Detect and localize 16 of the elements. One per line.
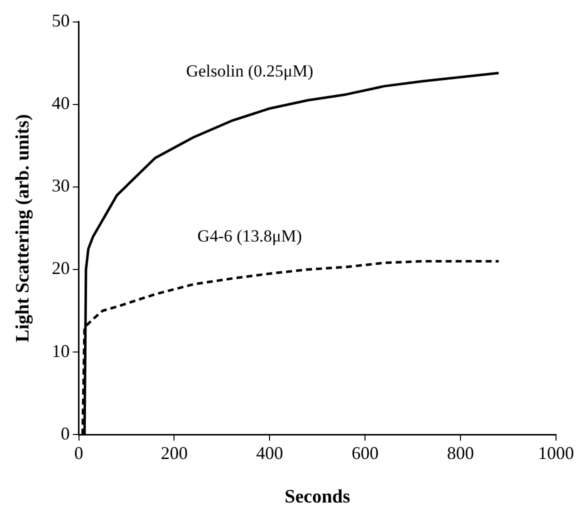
series-label: G4-6 (13.8μM) — [197, 226, 302, 246]
x-tick-label: 0 — [74, 443, 84, 464]
x-tick-label: 600 — [352, 443, 379, 464]
x-tick-label: 800 — [447, 443, 474, 464]
x-tick-label: 400 — [256, 443, 284, 464]
series-label: Gelsolin (0.25μM) — [186, 61, 314, 80]
y-tick-label: 0 — [60, 423, 70, 444]
x-tick-label: 200 — [160, 443, 188, 464]
y-tick-label: 10 — [52, 340, 70, 361]
x-tick-label: 1000 — [538, 443, 574, 464]
y-tick-label: 40 — [52, 93, 70, 114]
x-axis-title: Seconds — [284, 486, 350, 508]
y-tick-label: 20 — [52, 258, 70, 278]
y-tick-label: 50 — [52, 10, 70, 31]
y-tick-label: 30 — [52, 176, 70, 196]
y-axis-title: Light Scattering (arb. units) — [12, 114, 34, 342]
